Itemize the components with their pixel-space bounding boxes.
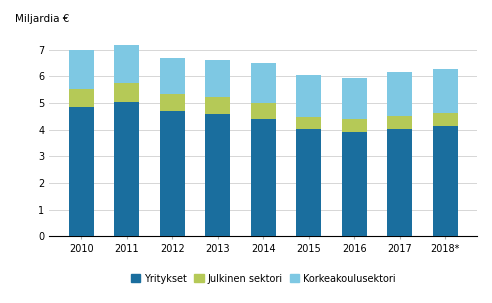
- Bar: [160, 111, 184, 236]
- Bar: [114, 102, 139, 236]
- Bar: [296, 117, 321, 129]
- Bar: [205, 114, 230, 236]
- Bar: [205, 97, 230, 114]
- Bar: [342, 132, 367, 236]
- Bar: [433, 68, 458, 113]
- Bar: [114, 45, 139, 83]
- Bar: [160, 58, 184, 94]
- Bar: [433, 113, 458, 126]
- Bar: [387, 116, 412, 129]
- Bar: [114, 83, 139, 102]
- Bar: [205, 60, 230, 97]
- Bar: [433, 126, 458, 236]
- Text: Miljardia €: Miljardia €: [15, 14, 69, 24]
- Bar: [296, 75, 321, 117]
- Bar: [342, 119, 367, 132]
- Bar: [387, 72, 412, 116]
- Bar: [69, 89, 93, 107]
- Bar: [342, 78, 367, 119]
- Bar: [69, 51, 93, 89]
- Bar: [251, 63, 276, 103]
- Bar: [69, 107, 93, 236]
- Bar: [251, 103, 276, 119]
- Bar: [251, 119, 276, 236]
- Bar: [387, 129, 412, 236]
- Bar: [296, 129, 321, 236]
- Bar: [160, 94, 184, 111]
- Legend: Yritykset, Julkinen sektori, Korkeakoulusektori: Yritykset, Julkinen sektori, Korkeakoulu…: [127, 270, 400, 288]
